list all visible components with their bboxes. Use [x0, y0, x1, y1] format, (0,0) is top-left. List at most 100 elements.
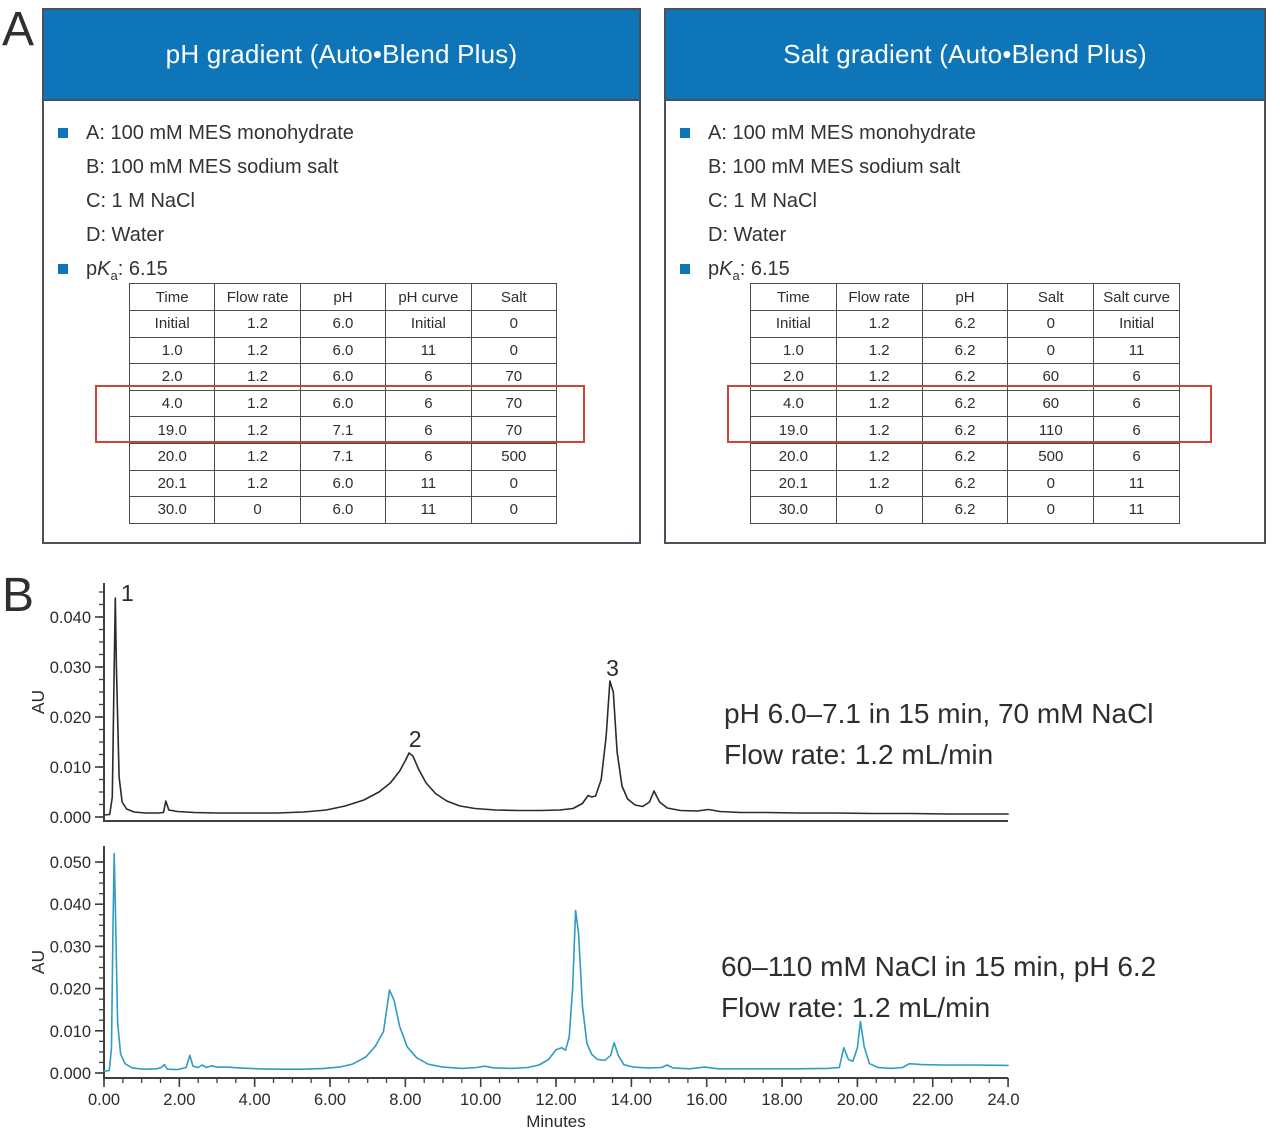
- table-cell: 0: [470, 469, 558, 498]
- column-header: pH: [299, 283, 387, 311]
- x-tick-label: 2.00: [163, 1091, 195, 1109]
- x-tick-label: 22.00: [912, 1091, 953, 1109]
- table-cell: 11: [385, 496, 472, 524]
- table-cell: 1.2: [835, 336, 923, 365]
- table-cell: 500: [1007, 442, 1095, 471]
- pka-subscript: a: [732, 268, 740, 283]
- x-axis-title: Minutes: [526, 1112, 586, 1131]
- table-cell: 6.2: [921, 389, 1009, 418]
- table-cell: Initial: [1093, 310, 1180, 338]
- buffer-line: A: 100 mM MES monohydrate: [708, 122, 976, 144]
- x-tick-label: 24.00: [987, 1091, 1020, 1109]
- table-cell: 6.2: [921, 336, 1009, 365]
- table-row: 1.0 1.2 6.2 0 11: [750, 336, 1180, 365]
- table-cell: 0: [470, 310, 558, 338]
- table-cell: 6: [1093, 416, 1180, 444]
- table-cell: 6: [385, 389, 472, 418]
- peak-label: 2: [409, 726, 422, 752]
- table-cell: 30.0: [750, 496, 837, 524]
- column-header: Salt curve: [1093, 283, 1180, 311]
- column-header: Time: [128, 283, 216, 311]
- buffer-line: C: 1 M NaCl: [708, 190, 817, 212]
- table-cell: 1.2: [214, 442, 301, 471]
- table-cell: 70: [470, 389, 558, 418]
- pka-subscript: a: [110, 268, 118, 283]
- table-row: 4.0 1.2 6.0 6 70: [128, 389, 558, 418]
- table-cell: 6.2: [921, 469, 1009, 498]
- table-cell: 6: [1093, 389, 1180, 418]
- table-row: 20.0 1.2 6.2 500 6: [750, 442, 1180, 471]
- table-cell: 7.1: [299, 442, 387, 471]
- peak-label: 3: [606, 655, 619, 681]
- table-row: Initial 1.2 6.2 0 Initial: [750, 310, 1180, 338]
- column-header: pH curve: [385, 283, 472, 311]
- ph-gradient-conditions: A: 100 mM MES monohydrate B: 100 mM MES s…: [44, 101, 639, 293]
- y-tick-label: 0.040: [50, 609, 91, 627]
- table-row: 20.1 1.2 6.0 11 0: [128, 469, 558, 498]
- table-cell: 20.0: [128, 442, 216, 471]
- table-cell: 1.2: [835, 442, 923, 471]
- ph-gradient-table: Time Flow rate pH pH curve Salt Initial 1.2 6.0…: [128, 283, 558, 524]
- column-header: Flow rate: [835, 283, 923, 311]
- table-cell: 6.2: [921, 442, 1009, 471]
- table-cell: 20.1: [750, 469, 837, 498]
- table-cell: 1.2: [214, 389, 301, 418]
- pka-k: K: [719, 258, 733, 280]
- table-cell: 6.0: [299, 310, 387, 338]
- bullet-square-icon: [680, 264, 690, 274]
- table-row: 30.0 0 6.0 11 0: [128, 496, 558, 524]
- pka-k: K: [97, 258, 111, 280]
- pka-value: pKa: 6.15: [86, 252, 168, 293]
- pka-bullet-row: pKa: 6.15: [680, 252, 1264, 293]
- buffer-line: C: 1 M NaCl: [86, 190, 195, 212]
- table-cell: 500: [470, 442, 558, 471]
- x-tick-label: 8.00: [389, 1091, 421, 1109]
- table-cell: 1.2: [214, 336, 301, 365]
- column-header: Salt: [1007, 283, 1095, 311]
- gradient-table: Time Flow rate pH pH curve Salt Initial 1.2 6.0…: [128, 283, 558, 524]
- y-tick-label: 0.020: [50, 981, 91, 999]
- buffer-line: A: 100 mM MES monohydrate: [86, 122, 354, 144]
- x-tick-label: 4.00: [239, 1091, 271, 1109]
- ph-gradient-chromatogram: 0.000 0.010 0.020 0.030 0.040 AU 1 2 3: [28, 580, 1009, 827]
- bullet-square-icon: [680, 128, 690, 138]
- table-cell: 1.2: [835, 416, 923, 444]
- annotation-line: Flow rate: 1.2 mL/min: [721, 992, 991, 1023]
- table-cell: 0: [470, 496, 558, 524]
- y-tick-label: 0.030: [50, 659, 91, 677]
- annotation-line: Flow rate: 1.2 mL/min: [724, 739, 994, 770]
- pka-prefix: p: [86, 258, 98, 280]
- table-cell: 0: [470, 336, 558, 365]
- ph-chromatogram-annotation: pH 6.0–7.1 in 15 min, 70 mM NaCl Flow ra…: [724, 693, 1154, 775]
- table-cell: 6.2: [921, 496, 1009, 524]
- table-cell: 7.1: [299, 416, 387, 444]
- annotation-line: pH 6.0–7.1 in 15 min, 70 mM NaCl: [724, 698, 1154, 729]
- table-cell: 11: [1093, 469, 1180, 498]
- table-cell: 11: [385, 469, 472, 498]
- pka-number: : 6.15: [117, 258, 168, 280]
- bullet-square-icon: [58, 128, 68, 138]
- y-tick-label: 0.020: [50, 709, 91, 727]
- gradient-table: Time Flow rate pH Salt Salt curve Initial 1.2 6…: [750, 283, 1180, 524]
- table-cell: Initial: [750, 310, 837, 338]
- column-header: Flow rate: [214, 283, 301, 311]
- x-tick-label: 16.00: [686, 1091, 727, 1109]
- buffer-bullet-row: A: 100 mM MES monohydrate B: 100 mM MES s…: [58, 116, 639, 252]
- x-tick-label: 0.00: [88, 1091, 120, 1109]
- table-row: Initial 1.2 6.0 Initial 0: [128, 310, 558, 338]
- peak-label: 1: [121, 580, 134, 606]
- salt-chromatogram-annotation: 60–110 mM NaCl in 15 min, pH 6.2 Flow ra…: [721, 946, 1156, 1028]
- table-row: 1.0 1.2 6.0 11 0: [128, 336, 558, 365]
- y-tick-label: 0.000: [50, 1065, 91, 1083]
- chromatogram-trace: [103, 597, 1009, 816]
- table-cell: 6.0: [299, 469, 387, 498]
- table-cell: 1.2: [214, 310, 301, 338]
- table-cell: 1.0: [750, 336, 837, 365]
- annotation-line: 60–110 mM NaCl in 15 min, pH 6.2: [721, 951, 1157, 982]
- table-cell: 0: [1007, 496, 1095, 524]
- y-tick-label: 0.000: [50, 809, 91, 827]
- table-cell: 19.0: [128, 416, 216, 444]
- ph-gradient-method-box: pH gradient (Auto•Blend Plus) A: 100 mM …: [42, 8, 641, 544]
- pka-bullet-row: pKa: 6.15: [58, 252, 639, 293]
- table-cell: 11: [1093, 496, 1180, 524]
